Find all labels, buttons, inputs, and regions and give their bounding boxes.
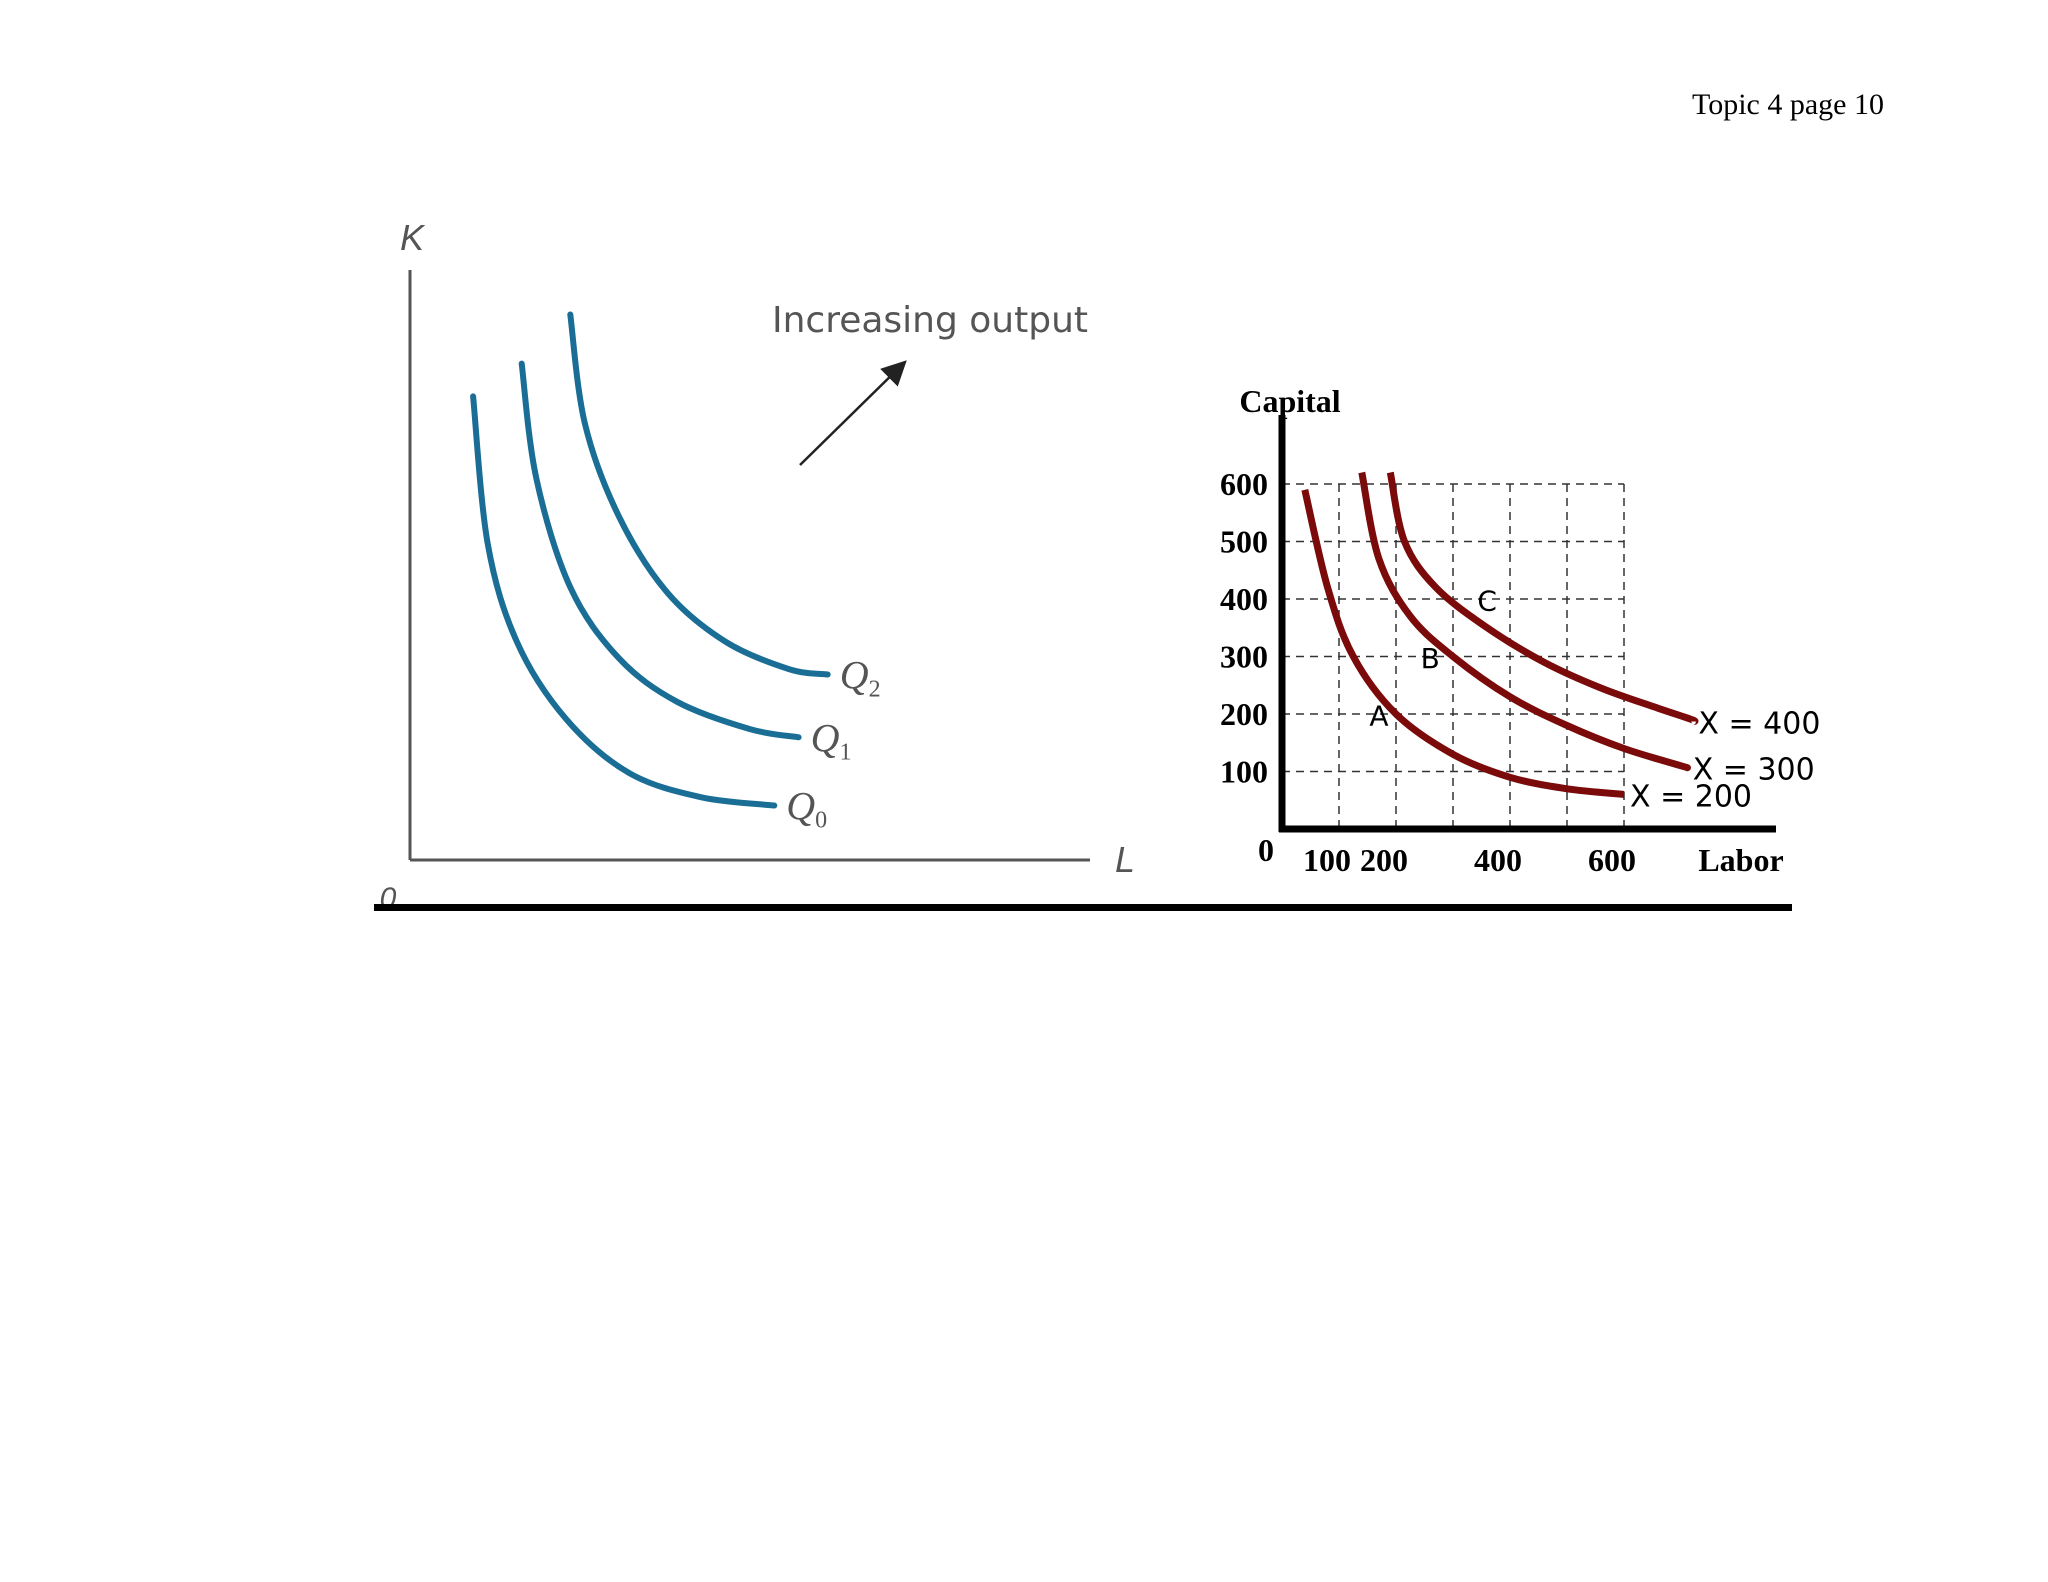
x-tick-label: 100 [1303,842,1351,878]
y-tick-label: 600 [1220,466,1268,502]
isoquant-curve-x300 [1358,471,1691,772]
x-tick-label: 400 [1474,842,1522,878]
x-tick-label: 600 [1588,842,1636,878]
isoquant-curve-q2 [567,311,831,678]
point-label-c: C [1477,585,1497,618]
horizontal-rule [374,904,1792,911]
capital-axis-label: Capital [1239,383,1340,419]
isoquant-curve-q0 [470,393,778,809]
page-number-label: Topic 4 page 10 [1691,88,1884,121]
isoquant-label-q0: Q0 [786,783,827,833]
k-axis-label: K [400,217,426,258]
y-tick-label: 400 [1220,581,1268,617]
labor-axis-label: Labor [1698,842,1783,878]
l-axis-label: L [1115,839,1135,880]
x-tick-label: 200 [1360,842,1408,878]
origin-label-2: 0 [1258,832,1274,868]
isoquant-curve-x400 [1386,471,1699,725]
isoquant-curve-x200 [1301,489,1625,798]
isoquant-curve-q1 [518,360,802,741]
series-label-x400: X = 400 [1698,706,1820,741]
y-tick-label: 100 [1220,754,1268,790]
series-label-x300: X = 300 [1693,752,1815,787]
series-label-x200: X = 200 [1630,780,1752,815]
increasing-output-annotation: Increasing output [772,300,1088,341]
point-label-b: B [1421,642,1440,675]
y-tick-label: 200 [1220,696,1268,732]
y-tick-label: 300 [1220,639,1268,675]
increasing-output-arrow [799,360,907,466]
isoquant-label-q1: Q1 [811,715,852,765]
isoquant-label-q2: Q2 [840,653,881,703]
point-label-a: A [1369,700,1388,733]
y-tick-label: 500 [1220,524,1268,560]
